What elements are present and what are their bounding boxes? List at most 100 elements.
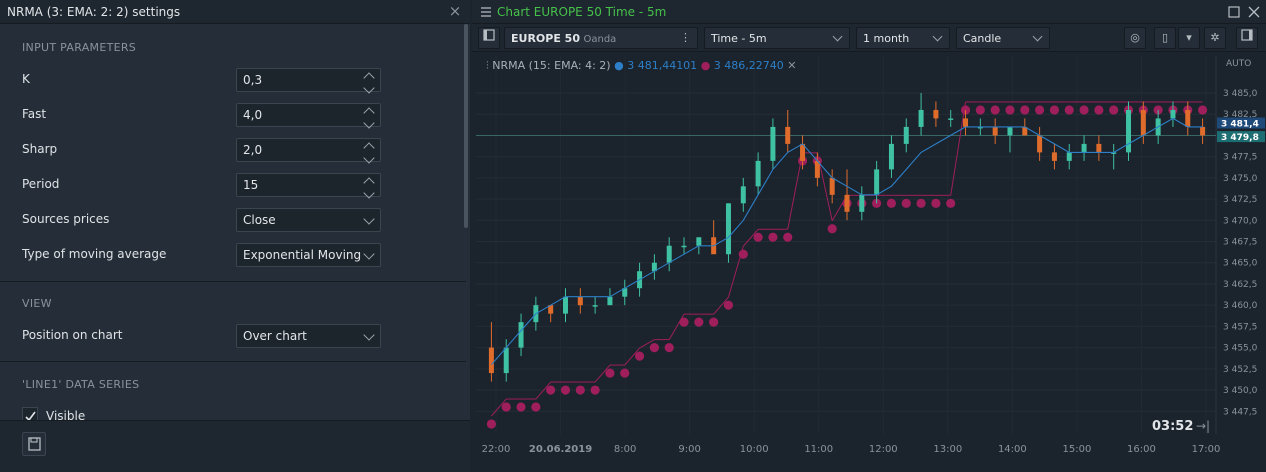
nrma-dot xyxy=(931,198,941,208)
spinner-icon[interactable] xyxy=(363,176,375,199)
candle-body xyxy=(829,177,835,195)
mouse-icon[interactable]: ▯ xyxy=(1154,27,1176,49)
candle-body xyxy=(814,160,820,178)
y-tick-label: 3 452,5 xyxy=(1223,365,1257,375)
sidebar-toggle-icon[interactable] xyxy=(1236,27,1258,49)
chevron-down-icon xyxy=(832,31,843,42)
range-select[interactable]: 1 month xyxy=(856,27,950,49)
maximize-icon[interactable] xyxy=(1228,6,1240,18)
remove-indicator-icon[interactable]: ✕ xyxy=(787,59,797,72)
auto-scale-label[interactable]: AUTO xyxy=(1226,59,1252,69)
sources-prices-select[interactable]: Close xyxy=(236,208,381,232)
nrma-dot xyxy=(1079,105,1089,115)
field-period-label: Period xyxy=(22,177,60,191)
symbol-name: EUROPE 50 xyxy=(511,32,580,45)
y-tick-label: 3 467,5 xyxy=(1223,238,1257,248)
nrma-dot xyxy=(590,385,600,395)
field-fast-label: Fast xyxy=(22,107,47,121)
bar-timer: 03:52 xyxy=(1152,419,1194,434)
nrma-dot xyxy=(649,343,659,353)
style-select[interactable]: Candle xyxy=(956,27,1050,49)
x-tick-label: 11:00 xyxy=(804,444,833,455)
drawing-icon[interactable]: ▾ xyxy=(1178,27,1200,49)
nrma-band-line xyxy=(639,339,655,349)
x-tick-label: 9:00 xyxy=(678,444,700,455)
position-select[interactable]: Over chart xyxy=(236,324,381,348)
nrma-dot xyxy=(546,385,556,395)
nrma-band-line xyxy=(668,313,685,340)
candle-body xyxy=(918,109,924,127)
more-icon[interactable]: ⋮ xyxy=(680,31,691,44)
candle-body xyxy=(696,237,702,246)
x-tick-label: 12:00 xyxy=(869,444,898,455)
candle-body xyxy=(903,126,909,144)
chevron-down-icon xyxy=(932,31,943,42)
divider xyxy=(0,281,466,282)
settings-title: NRMA (3: EMA: 2: 2) settings xyxy=(7,5,181,19)
y-tick-label: 3 485,0 xyxy=(1223,89,1258,99)
symbol-provider: Oanda xyxy=(583,34,617,45)
candle-body xyxy=(1051,152,1057,161)
nrma-band-line xyxy=(624,347,640,366)
field-sharp-input[interactable]: 2,0 xyxy=(236,138,381,164)
close-icon[interactable] xyxy=(1248,6,1260,18)
candle-body xyxy=(859,194,865,212)
nrma-dot xyxy=(723,300,734,310)
spinner-icon[interactable] xyxy=(363,141,375,164)
section-line1: 'LINE1' DATA SERIES xyxy=(22,378,140,391)
nrma-dot xyxy=(975,105,985,115)
nrma-band-line xyxy=(950,101,967,196)
candle-body xyxy=(800,143,806,161)
field-period-input[interactable]: 15 xyxy=(236,173,381,199)
candle-body xyxy=(977,126,983,129)
spinner-icon[interactable] xyxy=(363,71,375,94)
candle-body xyxy=(1096,143,1102,153)
settings-scrollbar[interactable] xyxy=(464,24,468,228)
y-tick-label: 3 482,5 xyxy=(1223,110,1257,120)
indicator-value-2: 3 486,22740 xyxy=(713,59,784,72)
y-tick-label: 3 465,0 xyxy=(1223,259,1258,269)
nrma-dot xyxy=(1094,105,1104,115)
nrma-dot xyxy=(738,249,748,259)
y-tick-label: 3 455,0 xyxy=(1223,344,1258,354)
nrma-band-line xyxy=(742,228,759,247)
settings-footer xyxy=(0,420,470,472)
indicator-chart-icon: ⫶ xyxy=(486,59,489,72)
price-axis[interactable]: 3 485,03 482,53 480,03 477,53 475,03 472… xyxy=(1217,89,1265,417)
close-icon[interactable]: × xyxy=(448,2,462,20)
sources-prices-value: Close xyxy=(243,213,276,227)
x-tick-label: 13:00 xyxy=(933,444,962,455)
nrma-line xyxy=(490,117,1203,365)
y-tick-label: 3 472,5 xyxy=(1223,195,1257,205)
time-axis[interactable]: 22:00 20.06.2019 8:00 9:00 10:00 11:00 12:00 13… xyxy=(482,444,1221,455)
hamburger-icon[interactable] xyxy=(481,7,491,17)
panel-toggle-icon[interactable] xyxy=(478,27,500,49)
gear-icon[interactable]: ✲ xyxy=(1204,27,1226,49)
indicator-icon[interactable]: ◎ xyxy=(1124,27,1146,49)
nrma-dot xyxy=(501,402,511,412)
settings-title-bar: NRMA (3: EMA: 2: 2) settings × xyxy=(0,0,470,24)
nrma-dot xyxy=(946,198,956,208)
visible-checkbox[interactable] xyxy=(22,407,38,422)
field-fast-value: 4,0 xyxy=(243,108,263,122)
candle-body xyxy=(1111,152,1117,154)
scroll-to-end-icon[interactable]: →| xyxy=(1196,419,1211,433)
candle-body xyxy=(755,160,761,187)
symbol-selector[interactable]: EUROPE 50 Oanda ⋮ xyxy=(504,27,698,49)
candle-body xyxy=(963,118,969,127)
spinner-icon[interactable] xyxy=(363,106,375,129)
chevron-down-icon xyxy=(363,248,375,260)
chart-plot[interactable]: 3 485,03 482,53 480,03 477,53 475,03 472… xyxy=(472,52,1266,472)
candle-body xyxy=(785,126,791,144)
nrma-dot xyxy=(768,232,778,242)
candle-body xyxy=(874,169,880,195)
period-select[interactable]: Time - 5m xyxy=(704,27,850,49)
field-k-input[interactable]: 0,3 xyxy=(236,68,381,94)
field-fast-input[interactable]: 4,0 xyxy=(236,103,381,129)
line-color-dot: ● xyxy=(614,59,624,72)
ma-type-select[interactable]: Exponential Moving Av xyxy=(236,243,381,267)
settings-panel: NRMA (3: EMA: 2: 2) settings × INPUT PAR… xyxy=(0,0,470,472)
candle-body xyxy=(933,109,939,119)
nrma-band-line xyxy=(491,398,507,417)
save-button[interactable] xyxy=(22,432,46,456)
